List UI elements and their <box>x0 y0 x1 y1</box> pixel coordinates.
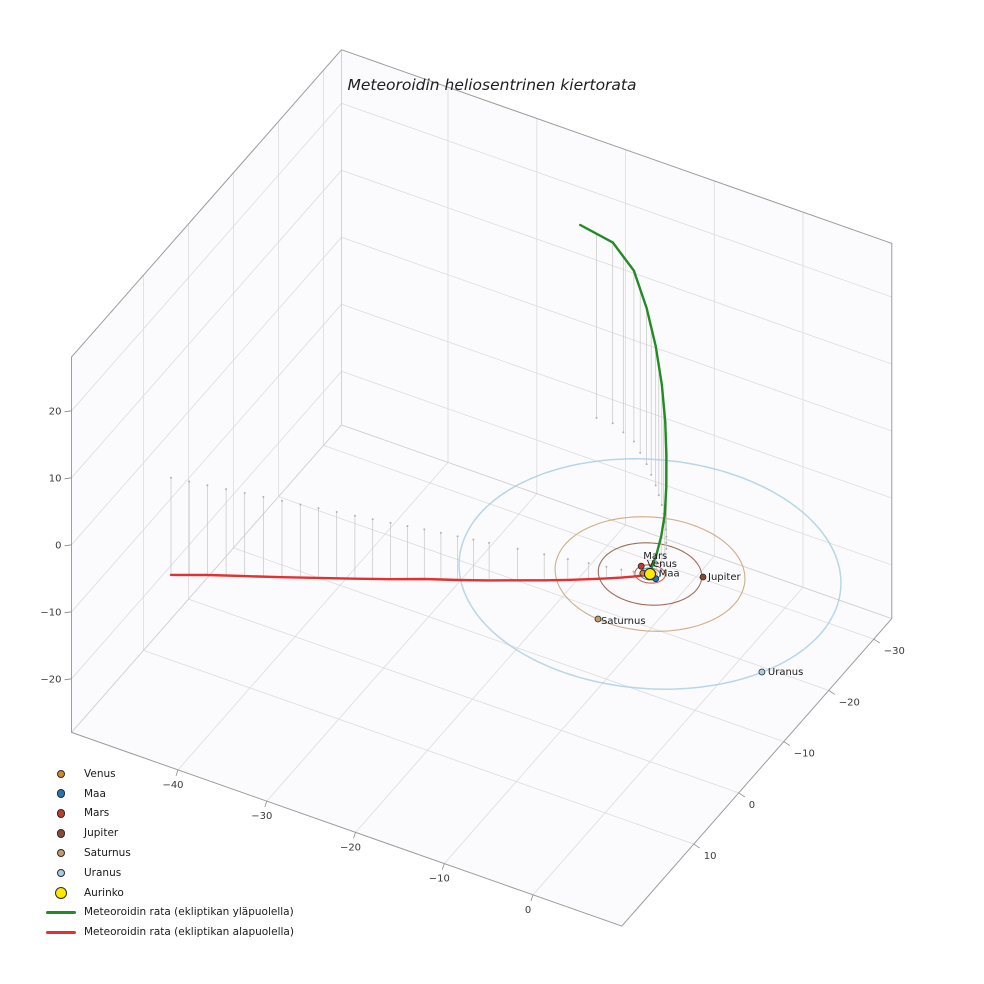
legend-item-label: Mars <box>84 807 110 820</box>
planet-marker-uranus <box>758 668 766 676</box>
legend-item: Saturnus <box>46 843 294 863</box>
legend-marker-swatch <box>46 848 76 858</box>
swatch-shape <box>46 910 76 914</box>
axis-tick-label: 10 <box>704 851 717 862</box>
legend-marker-swatch <box>46 886 76 899</box>
legend-marker-swatch <box>46 789 76 798</box>
planet-marker-mars <box>637 562 645 570</box>
legend-marker-swatch <box>46 809 76 818</box>
swatch-shape <box>56 848 66 858</box>
swatch-shape <box>56 769 66 779</box>
legend-item: Venus <box>46 764 294 784</box>
legend-item: Uranus <box>46 863 294 883</box>
legend-line-swatch <box>46 930 76 934</box>
planet-label-maa: Maa <box>659 569 680 580</box>
planet-label-venus: Venus <box>647 559 677 570</box>
axis-tick-label: 0 <box>525 905 531 916</box>
trajectory-below-line <box>169 572 651 582</box>
axis-tick-marks <box>64 410 881 902</box>
trajectory-below <box>169 572 651 582</box>
legend-item: Jupiter <box>46 823 294 843</box>
axis-tick-label: 20 <box>49 406 62 417</box>
planet-label-mars: Mars <box>643 551 667 562</box>
grid-lines <box>71 70 892 896</box>
chart-title: Meteoroidin heliosentrinen kiertorata <box>347 76 637 94</box>
legend-item-label: Venus <box>84 767 116 780</box>
legend-item-label: Maa <box>84 787 106 800</box>
orbit-uranus <box>458 458 842 690</box>
legend-marker-swatch <box>46 829 76 838</box>
swatch-shape <box>56 829 66 838</box>
planet-label-jupiter: Jupiter <box>707 572 741 583</box>
legend-marker-swatch <box>46 769 76 779</box>
legend-item: Aurinko <box>46 883 294 903</box>
axis-spines <box>71 49 893 927</box>
axis-tick-label: −30 <box>884 646 905 657</box>
swatch-shape <box>46 930 76 934</box>
orbit-saturnus <box>554 516 746 632</box>
legend-marker-swatch <box>46 868 76 878</box>
sun <box>644 568 656 580</box>
legend-item: Meteoroidin rata (ekliptikan yläpuolella… <box>46 903 294 923</box>
legend-item: Meteoroidin rata (ekliptikan alapuolella… <box>46 922 294 942</box>
axis-tick-label: 0 <box>55 540 61 551</box>
swatch-shape <box>56 868 66 878</box>
axis-tick-labels: −40 −30 −20 −10 0 −30 −20 −10 0 10 −20 −10 0 10 20 <box>40 406 905 916</box>
legend: Venus Maa Mars Jupiter Saturnus Uranus Aurinko… <box>46 764 294 942</box>
planet-orbits <box>458 458 842 690</box>
axis-tick-label: −20 <box>40 674 61 685</box>
axis-tick-label: 10 <box>49 473 62 484</box>
swatch-shape <box>56 809 66 818</box>
planet-label-saturnus: Saturnus <box>601 616 646 627</box>
legend-item: Mars <box>46 804 294 824</box>
planet-label-uranus: Uranus <box>768 667 803 678</box>
swatch-shape <box>56 789 66 798</box>
swatch-shape <box>55 886 67 899</box>
axis-tick-label: −10 <box>429 874 450 885</box>
trajectory-above-line <box>579 223 668 575</box>
axis-tick-label: −20 <box>839 697 860 708</box>
orbit-jupiter <box>597 542 703 606</box>
axis-tick-label: −10 <box>794 749 815 760</box>
legend-item: Maa <box>46 784 294 804</box>
orbit-mars <box>634 564 666 584</box>
axis-tick-label: −40 <box>162 780 183 791</box>
legend-line-swatch <box>46 910 76 914</box>
axis-tick-label: −20 <box>340 842 361 853</box>
legend-item-label: Meteoroidin rata (ekliptikan alapuolella… <box>84 926 294 939</box>
legend-item-label: Saturnus <box>84 847 131 860</box>
planet-marker-jupiter <box>699 573 707 581</box>
legend-item-label: Uranus <box>84 866 122 879</box>
sun-marker <box>644 568 656 580</box>
legend-item-label: Aurinko <box>84 886 124 899</box>
trajectory-above <box>579 223 668 575</box>
legend-item-label: Meteoroidin rata (ekliptikan yläpuolella… <box>84 906 294 919</box>
legend-item-label: Jupiter <box>84 827 119 840</box>
axis-inner-edges <box>71 49 892 733</box>
planet-marker-saturnus <box>594 615 602 623</box>
axis-tick-label: 0 <box>749 800 755 811</box>
axis-tick-label: −30 <box>251 811 272 822</box>
axis-tick-label: −10 <box>40 607 61 618</box>
